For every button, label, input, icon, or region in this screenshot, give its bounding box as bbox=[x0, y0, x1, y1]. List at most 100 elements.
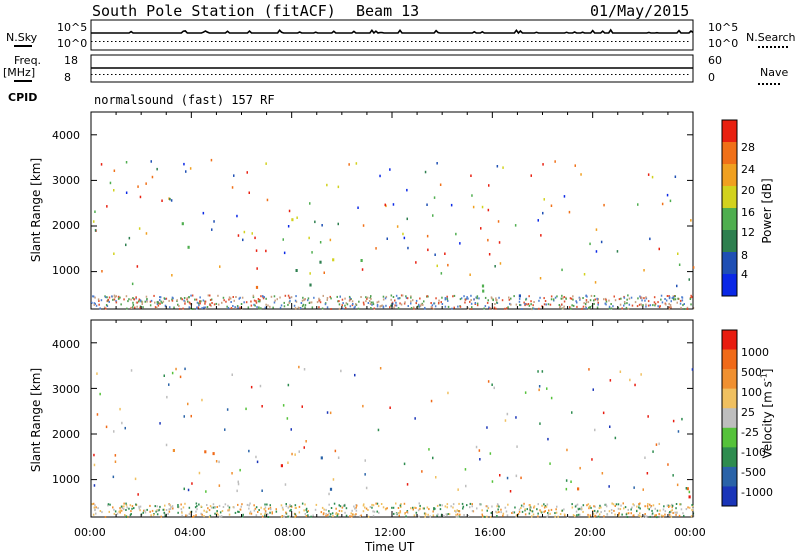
nave-dot bbox=[383, 74, 385, 75]
clutter-cell bbox=[660, 294, 663, 297]
isolated-cell bbox=[357, 206, 359, 209]
isolated-cell bbox=[215, 460, 218, 463]
clutter-cell bbox=[687, 506, 689, 509]
clutter-cell bbox=[414, 506, 416, 509]
clutter-cell bbox=[654, 514, 656, 517]
isolated-cell bbox=[447, 391, 449, 395]
clutter-cell bbox=[115, 295, 117, 298]
clutter-cell bbox=[332, 515, 334, 518]
cpid-text: normalsound (fast) 157 RF bbox=[94, 93, 275, 107]
scatter-cell bbox=[688, 495, 691, 499]
clutter-cell bbox=[476, 297, 478, 300]
clutter-cell bbox=[425, 513, 427, 516]
clutter-cell bbox=[397, 297, 399, 300]
clutter-cell bbox=[92, 295, 94, 298]
isolated-cell bbox=[294, 453, 296, 456]
nave-dot bbox=[567, 74, 569, 75]
nave-dot bbox=[355, 74, 357, 75]
isolated-cell bbox=[601, 472, 604, 475]
clutter-cell bbox=[522, 505, 525, 508]
isolated-cell bbox=[583, 273, 586, 276]
clutter-cell bbox=[472, 510, 475, 513]
clutter-cell bbox=[576, 503, 579, 506]
clutter-cell bbox=[572, 514, 575, 517]
clutter-cell bbox=[444, 297, 447, 300]
clutter-cell bbox=[223, 299, 225, 302]
clutter-cell bbox=[160, 515, 162, 518]
isolated-cell bbox=[646, 472, 649, 475]
clutter-cell bbox=[380, 305, 382, 307]
colorbar-swatch bbox=[722, 408, 737, 429]
nave-dot bbox=[343, 74, 345, 75]
clutter-cell bbox=[593, 295, 596, 297]
clutter-cell bbox=[287, 506, 289, 509]
clutter-cell bbox=[287, 303, 289, 306]
clutter-cell bbox=[132, 297, 134, 299]
clutter-cell bbox=[131, 505, 134, 508]
isolated-cell bbox=[261, 405, 263, 408]
clutter-cell bbox=[345, 514, 348, 517]
scatter-cell bbox=[181, 222, 184, 226]
clutter-cell bbox=[444, 298, 447, 301]
clutter-cell bbox=[371, 303, 373, 306]
nsearch-dot bbox=[679, 41, 681, 42]
nave-dot bbox=[647, 74, 649, 75]
clutter-cell bbox=[467, 307, 469, 310]
nave-dot bbox=[623, 74, 625, 75]
clutter-cell bbox=[136, 305, 138, 308]
nave-dot bbox=[443, 74, 445, 75]
clutter-cell bbox=[593, 509, 596, 512]
isolated-cell bbox=[470, 174, 472, 177]
isolated-cell bbox=[475, 445, 478, 449]
clutter-cell bbox=[546, 515, 548, 518]
isolated-cell bbox=[93, 453, 95, 457]
clutter-cell bbox=[370, 307, 372, 309]
nsearch-dot bbox=[671, 41, 673, 42]
clutter-cell bbox=[640, 515, 642, 518]
isolated-cell bbox=[496, 165, 499, 168]
clutter-cell bbox=[329, 513, 332, 516]
clutter-cell bbox=[303, 299, 305, 302]
clutter-cell bbox=[661, 514, 663, 517]
clutter-cell bbox=[612, 305, 614, 308]
clutter-cell bbox=[214, 506, 216, 509]
clutter-cell bbox=[199, 302, 201, 305]
clutter-cell bbox=[250, 300, 252, 303]
clutter-cell bbox=[171, 507, 174, 510]
clutter-cell bbox=[543, 510, 545, 513]
clutter-cell bbox=[554, 515, 556, 518]
clutter-cell bbox=[465, 297, 468, 300]
isolated-cell bbox=[640, 373, 642, 376]
nsearch-dot bbox=[231, 41, 233, 42]
clutter-cell bbox=[227, 306, 230, 309]
clutter-cell bbox=[476, 295, 479, 298]
clutter-cell bbox=[146, 300, 148, 303]
clutter-cell bbox=[441, 296, 443, 299]
clutter-cell bbox=[632, 503, 634, 506]
clutter-cell bbox=[487, 507, 490, 510]
nsearch-dot bbox=[631, 41, 633, 42]
clutter-cell bbox=[618, 513, 620, 516]
clutter-cell bbox=[599, 504, 601, 507]
clutter-cell bbox=[93, 302, 96, 305]
clutter-cell bbox=[367, 302, 370, 304]
colorbar-swatch bbox=[722, 186, 737, 209]
nsearch-dot bbox=[315, 41, 317, 42]
clutter-cell bbox=[562, 307, 564, 310]
clutter-cell bbox=[157, 304, 160, 307]
colorbar-swatch bbox=[722, 388, 737, 409]
clutter-cell bbox=[373, 307, 376, 310]
isolated-cell bbox=[608, 485, 610, 488]
clutter-cell bbox=[208, 515, 211, 518]
clutter-cell bbox=[484, 305, 487, 308]
isolated-cell bbox=[265, 249, 267, 253]
clutter-cell bbox=[138, 507, 141, 510]
clutter-cell bbox=[649, 503, 651, 506]
vel-cb-tick-25: 25 bbox=[741, 406, 755, 419]
clutter-cell bbox=[543, 503, 545, 506]
clutter-cell bbox=[222, 296, 225, 299]
clutter-cell bbox=[423, 300, 425, 303]
nave-dot bbox=[259, 74, 261, 75]
clutter-cell bbox=[116, 512, 119, 515]
clutter-cell bbox=[92, 513, 95, 516]
